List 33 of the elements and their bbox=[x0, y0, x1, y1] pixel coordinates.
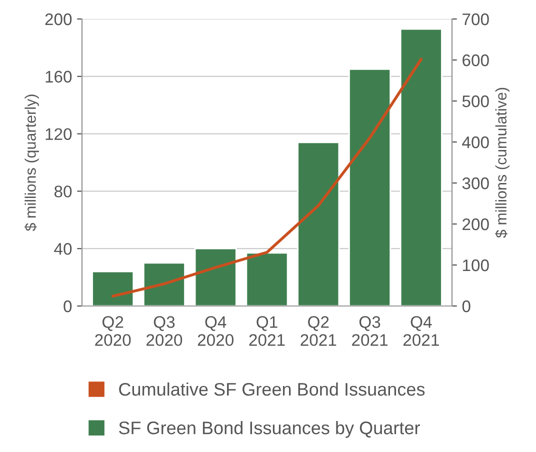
x-tick-label: Q2 2020 bbox=[95, 316, 131, 346]
x-tick-label: Q4 2021 bbox=[403, 316, 439, 346]
bar bbox=[92, 270, 134, 306]
y2-tick-label: 500 bbox=[462, 95, 489, 108]
bar bbox=[142, 262, 186, 306]
legend-label: Cumulative SF Green Bond Issuances bbox=[119, 382, 425, 396]
y-tick-label: 0 bbox=[64, 300, 72, 312]
bar bbox=[400, 28, 442, 306]
x-tick-label: Q2 2021 bbox=[300, 316, 336, 346]
bar bbox=[246, 252, 288, 306]
y2-tick-label: 700 bbox=[462, 13, 489, 26]
y2-axis-title: $ millions (cumulative) bbox=[495, 88, 510, 238]
x-tick-label: Q1 2021 bbox=[249, 316, 285, 346]
bar bbox=[194, 248, 237, 306]
y-axis-title: $ millions (quarterly) bbox=[24, 94, 39, 232]
y2-tick-label: 100 bbox=[462, 259, 489, 272]
y2-tick-label: 300 bbox=[462, 177, 489, 190]
y-tick-label: 200 bbox=[45, 13, 72, 26]
legend-label: SF Green Bond Issuances by Quarter bbox=[119, 421, 420, 438]
y2-tick-label: 400 bbox=[462, 136, 489, 148]
y2-tick-label: 200 bbox=[462, 218, 489, 230]
y-tick-label: 40 bbox=[54, 243, 72, 255]
y-tick-label: 160 bbox=[46, 70, 72, 83]
y2-tick-label: 600 bbox=[462, 54, 489, 66]
bar bbox=[348, 68, 392, 306]
x-tick-label: Q3 2020 bbox=[146, 316, 182, 346]
y-tick-label: 120 bbox=[46, 128, 72, 140]
bar bbox=[297, 142, 340, 306]
y-tick-label: 80 bbox=[54, 186, 72, 198]
y2-tick-label: 0 bbox=[462, 300, 470, 312]
x-tick-label: Q3 2021 bbox=[352, 316, 388, 346]
x-tick-label: Q4 2020 bbox=[198, 316, 234, 346]
line-series bbox=[111, 58, 423, 298]
